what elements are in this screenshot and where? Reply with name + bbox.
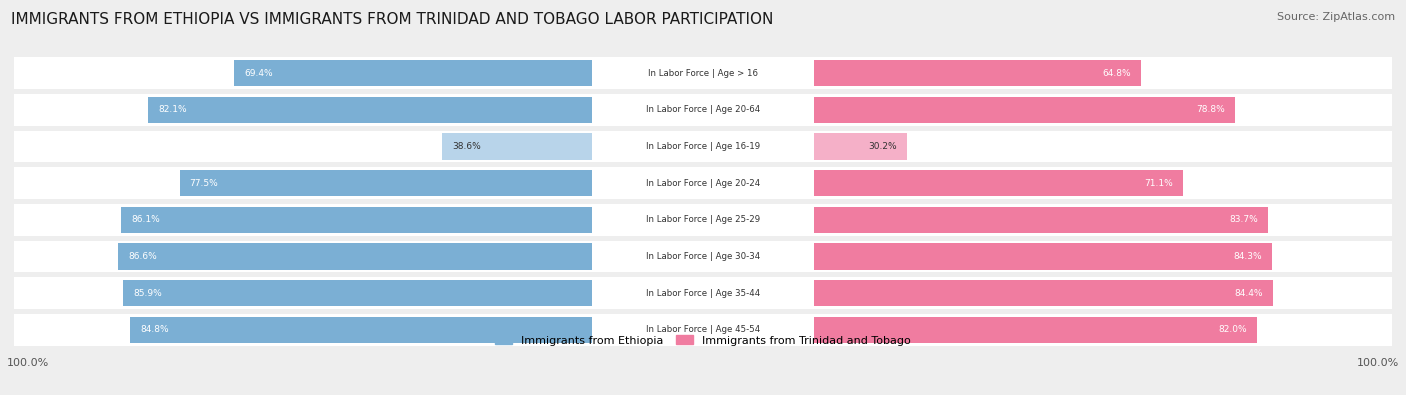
Text: IMMIGRANTS FROM ETHIOPIA VS IMMIGRANTS FROM TRINIDAD AND TOBAGO LABOR PARTICIPAT: IMMIGRANTS FROM ETHIOPIA VS IMMIGRANTS F… bbox=[11, 12, 773, 27]
Bar bbox=[592, 60, 814, 86]
Bar bbox=[118, 243, 703, 270]
Bar bbox=[131, 317, 703, 343]
Bar bbox=[235, 60, 703, 86]
Text: In Labor Force | Age > 16: In Labor Force | Age > 16 bbox=[648, 69, 758, 77]
Bar bbox=[443, 133, 703, 160]
Text: 71.1%: 71.1% bbox=[1144, 179, 1173, 188]
Text: 82.0%: 82.0% bbox=[1218, 325, 1247, 334]
Text: 84.3%: 84.3% bbox=[1233, 252, 1263, 261]
Bar bbox=[14, 204, 1392, 235]
Text: 85.9%: 85.9% bbox=[134, 289, 162, 298]
Text: In Labor Force | Age 35-44: In Labor Force | Age 35-44 bbox=[645, 289, 761, 298]
Text: In Labor Force | Age 30-34: In Labor Force | Age 30-34 bbox=[645, 252, 761, 261]
Bar bbox=[703, 60, 1140, 86]
Text: 69.4%: 69.4% bbox=[245, 69, 273, 77]
Text: 84.4%: 84.4% bbox=[1234, 289, 1263, 298]
Legend: Immigrants from Ethiopia, Immigrants from Trinidad and Tobago: Immigrants from Ethiopia, Immigrants fro… bbox=[491, 331, 915, 350]
Bar bbox=[14, 57, 1392, 89]
Bar bbox=[592, 243, 814, 270]
Text: 86.1%: 86.1% bbox=[132, 215, 160, 224]
Bar bbox=[592, 170, 814, 196]
Bar bbox=[14, 94, 1392, 126]
Bar bbox=[14, 314, 1392, 346]
Bar bbox=[703, 96, 1236, 123]
Text: 38.6%: 38.6% bbox=[453, 142, 481, 151]
Bar bbox=[14, 241, 1392, 272]
Bar bbox=[703, 317, 1257, 343]
Bar bbox=[703, 133, 907, 160]
Bar bbox=[703, 170, 1184, 196]
Bar bbox=[122, 280, 703, 307]
Text: Source: ZipAtlas.com: Source: ZipAtlas.com bbox=[1277, 12, 1395, 22]
Text: 78.8%: 78.8% bbox=[1197, 105, 1225, 114]
Bar bbox=[592, 207, 814, 233]
Text: In Labor Force | Age 20-64: In Labor Force | Age 20-64 bbox=[645, 105, 761, 114]
Text: In Labor Force | Age 45-54: In Labor Force | Age 45-54 bbox=[645, 325, 761, 334]
Bar bbox=[592, 96, 814, 123]
Text: 30.2%: 30.2% bbox=[869, 142, 897, 151]
Bar bbox=[703, 243, 1272, 270]
Text: 64.8%: 64.8% bbox=[1102, 69, 1130, 77]
Bar bbox=[592, 133, 814, 160]
Text: In Labor Force | Age 20-24: In Labor Force | Age 20-24 bbox=[645, 179, 761, 188]
Bar bbox=[121, 207, 703, 233]
Bar bbox=[180, 170, 703, 196]
Bar bbox=[592, 280, 814, 307]
Text: In Labor Force | Age 25-29: In Labor Force | Age 25-29 bbox=[645, 215, 761, 224]
Bar bbox=[703, 207, 1268, 233]
Text: 82.1%: 82.1% bbox=[159, 105, 187, 114]
Text: 83.7%: 83.7% bbox=[1229, 215, 1258, 224]
Text: 86.6%: 86.6% bbox=[128, 252, 157, 261]
Bar bbox=[14, 277, 1392, 309]
Text: In Labor Force | Age 16-19: In Labor Force | Age 16-19 bbox=[645, 142, 761, 151]
Bar bbox=[149, 96, 703, 123]
Bar bbox=[592, 317, 814, 343]
Text: 84.8%: 84.8% bbox=[141, 325, 169, 334]
Bar bbox=[14, 131, 1392, 162]
Bar bbox=[14, 167, 1392, 199]
Text: 77.5%: 77.5% bbox=[190, 179, 218, 188]
Bar bbox=[703, 280, 1272, 307]
